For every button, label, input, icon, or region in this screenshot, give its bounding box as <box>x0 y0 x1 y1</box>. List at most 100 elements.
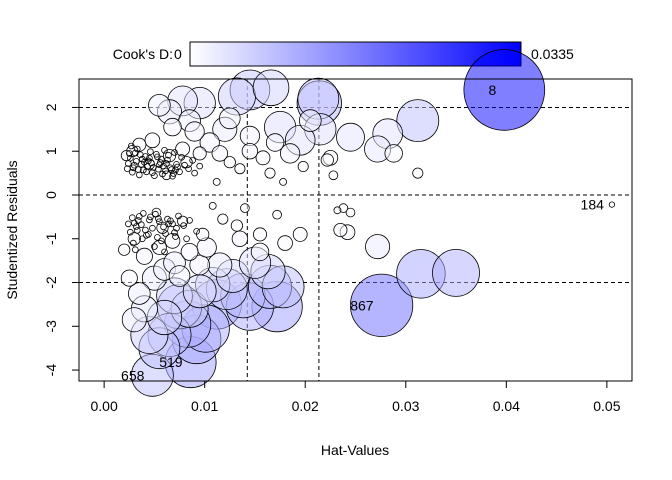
data-point <box>255 150 271 166</box>
data-point <box>241 142 259 160</box>
y-axis: -4 -3 -2 -1 0 1 2 <box>43 103 80 377</box>
y-tick-label: -3 <box>43 320 59 333</box>
y-axis-title: Studentized Residuals <box>4 160 20 299</box>
point-labels: 8 184 867 519 658 <box>121 82 604 383</box>
data-point <box>196 227 210 241</box>
y-tick-label: -1 <box>43 232 59 245</box>
point-label: 658 <box>121 367 145 383</box>
x-tick-label: 0.05 <box>593 398 620 414</box>
color-scale-legend: Cook's D: 0 0.0335 <box>113 41 574 67</box>
data-point <box>172 233 179 240</box>
data-point <box>412 167 424 179</box>
data-point <box>125 220 132 228</box>
x-axis-title: Hat-Values <box>321 442 389 458</box>
data-point <box>240 203 250 213</box>
x-tick-label: 0.02 <box>292 398 319 414</box>
data-point <box>131 161 138 169</box>
color-scale-max-label: 0.0335 <box>531 46 574 62</box>
data-point <box>231 230 249 248</box>
data-point <box>279 143 301 164</box>
data-point <box>135 247 153 265</box>
data-point <box>165 220 172 228</box>
data-point <box>158 155 165 163</box>
data-point <box>127 232 141 246</box>
data-point <box>147 148 154 156</box>
x-axis: 0.00 0.01 0.02 0.03 0.04 0.05 <box>91 380 621 414</box>
data-point <box>250 242 270 262</box>
data-point <box>336 122 365 152</box>
y-tick-label: 0 <box>43 191 59 199</box>
data-point <box>298 109 322 132</box>
data-points <box>118 49 616 397</box>
data-point <box>171 149 178 156</box>
data-point <box>127 228 134 236</box>
data-point <box>124 165 131 173</box>
color-scale-min-label: 0 <box>174 46 182 62</box>
data-point <box>144 132 161 149</box>
data-point <box>279 177 288 186</box>
data-point <box>175 212 182 220</box>
data-point <box>169 220 176 228</box>
y-tick-label: -2 <box>43 276 59 289</box>
data-point <box>174 163 181 171</box>
data-point <box>608 201 616 208</box>
data-point <box>162 230 169 237</box>
data-point <box>139 235 146 243</box>
data-point <box>134 227 141 234</box>
data-point <box>159 170 166 178</box>
data-point <box>292 226 308 242</box>
data-point <box>133 223 140 230</box>
color-scale-label: Cook's D: <box>113 46 173 62</box>
data-point <box>170 170 177 177</box>
plot-area: 8 184 867 519 658 <box>78 49 633 397</box>
data-point <box>148 94 171 117</box>
data-point <box>189 254 211 276</box>
color-scale-bar <box>189 41 522 67</box>
data-point <box>163 117 182 137</box>
data-point <box>161 147 168 154</box>
data-point <box>384 144 403 163</box>
data-point <box>150 164 157 171</box>
data-point <box>230 219 243 232</box>
data-point <box>154 234 161 241</box>
data-point <box>136 171 143 179</box>
y-tick-label: -4 <box>43 364 59 377</box>
point-label: 184 <box>581 197 605 213</box>
data-point <box>142 226 149 234</box>
data-point <box>156 218 163 226</box>
data-point <box>320 153 334 167</box>
data-point <box>212 177 221 186</box>
data-point <box>141 158 148 166</box>
data-point <box>135 166 142 173</box>
data-point <box>196 237 217 258</box>
x-tick-label: 0.00 <box>91 398 118 414</box>
data-point <box>168 166 175 173</box>
data-point <box>173 224 180 232</box>
data-point <box>180 222 187 229</box>
data-point <box>168 265 191 287</box>
data-point <box>277 235 293 251</box>
data-point <box>151 172 158 180</box>
data-point <box>158 237 165 245</box>
point-label: 519 <box>159 354 183 370</box>
data-point <box>155 215 162 222</box>
data-point <box>196 162 204 170</box>
data-point <box>149 224 156 232</box>
data-point <box>208 201 217 210</box>
data-point <box>432 248 480 297</box>
data-point <box>129 168 136 176</box>
data-point <box>147 213 154 221</box>
data-point <box>345 207 356 218</box>
data-point <box>175 141 191 157</box>
data-point <box>121 307 147 333</box>
data-point <box>193 228 200 235</box>
data-point <box>189 157 196 164</box>
data-point <box>211 145 229 162</box>
data-point <box>161 248 168 256</box>
data-point <box>120 269 138 287</box>
data-point <box>264 167 276 179</box>
data-point <box>146 216 153 224</box>
data-point <box>349 273 414 337</box>
y-tick-label: 1 <box>43 147 59 155</box>
